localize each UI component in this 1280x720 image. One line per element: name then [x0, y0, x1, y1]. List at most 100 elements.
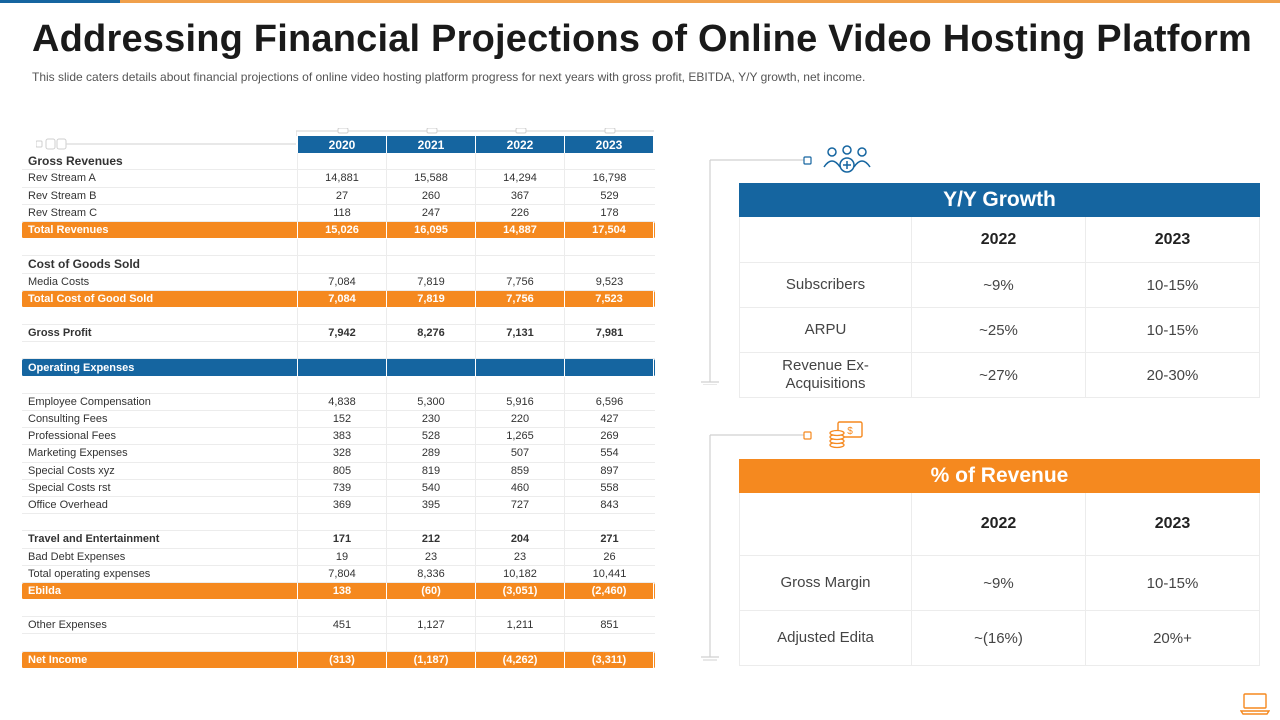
top-accent-line-blue — [0, 0, 120, 3]
row-value-2023: 843 — [600, 499, 619, 512]
people-network-icon — [823, 145, 871, 173]
table-row — [22, 634, 655, 652]
table-row: Total Cost of Good Sold 7,084 7,819 7,756 7,… — [22, 290, 655, 308]
row-value-2020: 383 — [298, 428, 387, 445]
row-value-2023: 529 — [600, 189, 619, 202]
table-row — [22, 307, 655, 326]
svg-text:$: $ — [847, 426, 853, 437]
row-value-2022: 23 — [476, 548, 565, 565]
row-value-2022 — [476, 600, 565, 617]
yy-growth-header-row: 2022 2023 — [739, 217, 1260, 263]
laptop-icon — [1240, 693, 1270, 715]
page-subtitle: This slide caters details about financia… — [32, 70, 866, 84]
row-value-2022: 5,916 — [476, 393, 565, 410]
table-row: Special Costs rst 739 540 460 558 — [22, 479, 655, 497]
row-value-2020: 739 — [298, 479, 387, 496]
table-row: Media Costs 7,084 7,819 7,756 9,523 — [22, 273, 655, 291]
row-value-2022: ~9% — [912, 556, 1086, 610]
row-value-2021 — [387, 514, 476, 531]
row-value-2020 — [298, 600, 387, 617]
row-value-2021: 23 — [387, 548, 476, 565]
row-label: Total Revenues — [22, 221, 298, 239]
row-label: Total Cost of Good Sold — [22, 290, 298, 307]
pct-revenue-row: Adjusted Edita ~(16%) 20%+ — [739, 611, 1260, 666]
row-value-2022: (3,051) — [476, 582, 565, 600]
header-connector-decoration — [296, 128, 654, 136]
row-value-2021 — [387, 153, 476, 170]
row-value-2022: 7,756 — [476, 273, 565, 290]
pct-revenue-table: % of Revenue 2022 2023 Gross Margin ~9% … — [739, 459, 1260, 666]
row-value-2020: 27 — [298, 187, 387, 204]
row-value-2022: 14,294 — [476, 170, 565, 187]
row-value-2022 — [476, 256, 565, 273]
row-value-2021 — [387, 600, 476, 617]
row-value-2021: 247 — [387, 204, 476, 221]
table-row: Special Costs xyz 805 819 859 897 — [22, 462, 655, 480]
row-label: ARPU — [739, 308, 912, 352]
row-label — [22, 307, 298, 325]
table-row: Ebilda 138 (60) (3,051) (2,460) — [22, 582, 655, 601]
yy-growth-row: Subscribers ~9% 10-15% — [739, 263, 1260, 308]
row-label: Employee Compensation — [22, 393, 298, 410]
row-value-2023: 851 — [600, 619, 619, 632]
table-row — [22, 342, 655, 360]
row-value-2022: ~9% — [912, 263, 1086, 307]
table-row: Employee Compensation 4,838 5,300 5,916 6,59… — [22, 393, 655, 411]
table-row: Operating Expenses — [22, 359, 655, 377]
yy-growth-row: ARPU ~25% 10-15% — [739, 308, 1260, 353]
row-value-2023: 10-15% — [1086, 263, 1260, 307]
table-row — [22, 600, 655, 618]
row-value-2023: 10,441 — [592, 567, 627, 580]
row-label: Professional Fees — [22, 428, 298, 445]
row-value-2020: 14,881 — [298, 170, 387, 187]
row-value-2022: 367 — [476, 187, 565, 204]
row-value-2021: 395 — [387, 496, 476, 514]
row-label: Ebilda — [22, 582, 298, 600]
row-value-2022 — [476, 514, 565, 531]
yy-growth-connector — [701, 156, 812, 385]
row-value-2023 — [565, 514, 654, 530]
row-value-2021: 7,819 — [387, 290, 476, 307]
pct-revenue-title: % of Revenue — [739, 459, 1260, 493]
row-value-2020: 152 — [298, 411, 387, 428]
yy-growth-col-label — [739, 217, 912, 262]
table-row — [22, 239, 655, 257]
top-accent-line — [0, 0, 1280, 3]
row-label — [22, 514, 298, 531]
table-row — [22, 376, 655, 394]
row-label — [22, 239, 298, 256]
row-value-2023: 558 — [600, 481, 619, 494]
row-value-2023: 269 — [600, 430, 619, 443]
row-label: Adjusted Edita — [739, 611, 912, 665]
row-value-2023: 7,981 — [595, 327, 624, 340]
row-value-2020 — [298, 342, 387, 359]
table-row: Office Overhead 369 395 727 843 — [22, 496, 655, 515]
row-value-2020 — [298, 634, 387, 651]
row-value-2022: 460 — [476, 479, 565, 496]
row-value-2023 — [565, 377, 654, 393]
row-value-2022 — [476, 239, 565, 256]
row-value-2022: 1,265 — [476, 428, 565, 445]
row-label: Marketing Expenses — [22, 445, 298, 462]
row-value-2021: (1,187) — [387, 651, 476, 668]
row-value-2022: 507 — [476, 445, 565, 462]
row-label: Rev Stream C — [22, 204, 298, 221]
row-value-2021: 260 — [387, 187, 476, 204]
row-label: Rev Stream B — [22, 187, 298, 204]
table-row: Rev Stream C 118 247 226 178 — [22, 204, 655, 222]
row-value-2022: 7,131 — [476, 325, 565, 342]
row-value-2023: 16,798 — [592, 172, 627, 185]
row-label: Other Expenses — [22, 617, 298, 634]
row-value-2023: 554 — [600, 447, 619, 460]
row-value-2023 — [565, 359, 654, 376]
row-value-2020: 4,838 — [298, 393, 387, 410]
row-value-2021 — [387, 307, 476, 325]
row-value-2023 — [565, 634, 654, 650]
row-label: Net Income — [22, 651, 298, 668]
table-row: Bad Debt Expenses 19 23 23 26 — [22, 548, 655, 566]
row-label — [22, 342, 298, 359]
financial-table-body: Gross Revenues Rev Stream A 14,881 15,588 14… — [22, 153, 655, 669]
row-value-2021 — [387, 376, 476, 393]
row-value-2020: 7,942 — [298, 325, 387, 342]
table-lead-decoration — [36, 138, 296, 150]
